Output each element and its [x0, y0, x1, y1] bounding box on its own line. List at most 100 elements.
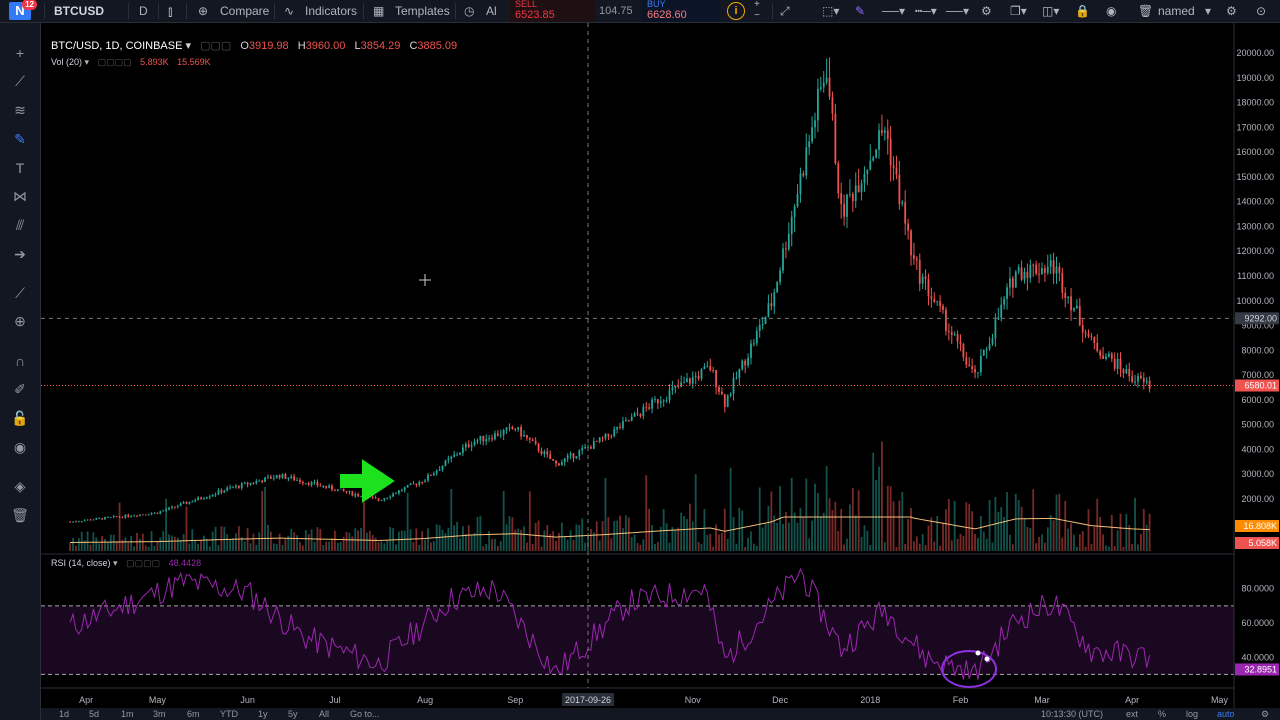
trash-icon[interactable]: 🗑	[11, 507, 29, 523]
select-area-icon[interactable]: ⬚▾	[822, 4, 840, 18]
trend-line-icon[interactable]: ⟋	[15, 73, 25, 89]
volume-bar	[514, 529, 517, 551]
time-tick-label: 2017-09-26	[565, 695, 611, 705]
candle	[232, 487, 234, 489]
ext-toggle[interactable]: ext	[1126, 709, 1139, 719]
legend-title[interactable]: BTC/USD, 1D, COINBASE	[51, 40, 183, 52]
info-icon[interactable]: i	[727, 2, 745, 20]
candle	[1122, 369, 1125, 374]
volume-bar	[118, 502, 121, 551]
chevron-down-icon[interactable]: ▾	[182, 40, 191, 52]
volume-bar	[307, 534, 310, 551]
candle	[648, 407, 651, 409]
alert-icon[interactable]: ◷	[464, 4, 475, 18]
settings-icon[interactable]: ⚙	[1261, 709, 1270, 719]
range-5d[interactable]: 5d	[89, 709, 100, 719]
clock[interactable]: 10:13:30 (UTC)	[1041, 709, 1104, 719]
range-ytd[interactable]: YTD	[220, 709, 238, 719]
price-tick-label: 12000.00	[1236, 246, 1274, 256]
settings-icon[interactable]: ⚙	[981, 4, 992, 18]
legend-tools-icon[interactable]: ▢▢▢	[200, 40, 232, 52]
layers-icon[interactable]: ◈	[14, 478, 26, 494]
interval-button[interactable]: D	[139, 4, 148, 18]
fullscreen-icon[interactable]: ⤢	[780, 4, 790, 18]
eye-icon[interactable]: ◉	[1106, 4, 1117, 18]
fib-icon[interactable]: ≋	[14, 102, 26, 118]
symbol-search[interactable]: BTCUSD	[54, 4, 104, 18]
candle	[994, 319, 997, 339]
chevron-down-icon[interactable]: ▾	[82, 57, 90, 67]
prediction-icon[interactable]: ⫻	[15, 217, 25, 233]
minus-icon[interactable]: −	[754, 10, 760, 21]
volume-bar	[1006, 492, 1008, 551]
chevron-down-icon[interactable]: ▾	[1205, 4, 1212, 18]
brush-icon[interactable]: ✎	[14, 131, 26, 147]
indicators-button[interactable]: Indicators	[305, 4, 358, 18]
rsi-title[interactable]: RSI (14, close)	[51, 558, 111, 568]
templates-icon[interactable]: ▦	[373, 4, 385, 18]
chevron-down-icon[interactable]: ▾	[110, 558, 118, 568]
candles-icon[interactable]: ⫾	[168, 3, 173, 19]
candle	[793, 206, 796, 217]
show-hide-icon[interactable]: ◉	[13, 439, 27, 455]
range-5y[interactable]: 5y	[288, 709, 298, 719]
zoom-icon[interactable]: ⊕	[14, 313, 26, 329]
app-logo[interactable]: N 12	[9, 0, 37, 20]
templates-button[interactable]: Templates	[395, 4, 450, 18]
trash-icon[interactable]: 🗑	[1138, 4, 1154, 18]
ruler-icon[interactable]: ⟋	[15, 285, 25, 301]
crosshair-icon[interactable]: +	[15, 45, 25, 61]
chart-area[interactable]: 2000.00 3000.00 4000.00 5000.00 6000.00 7000.…	[41, 23, 1280, 713]
legend-tools-icon[interactable]: ▢▢▢▢	[126, 558, 161, 568]
compare-button[interactable]: Compare	[220, 4, 270, 18]
range-6m[interactable]: 6m	[187, 709, 200, 719]
plus-icon[interactable]: +	[754, 0, 760, 10]
volume-title[interactable]: Vol (20)	[51, 57, 83, 67]
line-end-icon[interactable]: ──▾	[946, 4, 970, 18]
indicators-icon[interactable]: ∿	[284, 4, 295, 18]
text-icon[interactable]: T	[15, 160, 25, 176]
auto-toggle[interactable]: auto	[1217, 709, 1235, 719]
buy-button[interactable]: BUY 6628.60	[642, 0, 720, 22]
notification-badge[interactable]: 12	[22, 0, 37, 10]
camera-icon[interactable]: ⊙	[1256, 4, 1267, 18]
percent-toggle[interactable]: %	[1158, 709, 1167, 719]
volume-bar	[1102, 534, 1104, 551]
volume-bar	[1105, 545, 1107, 551]
volume-bar	[927, 525, 930, 551]
log-toggle[interactable]: log	[1186, 709, 1199, 719]
lock-drawings-icon[interactable]: 🔓	[11, 410, 29, 426]
volume-bar	[732, 516, 735, 551]
clone-icon[interactable]: ❐▾	[1010, 4, 1027, 18]
volume-bar	[889, 486, 892, 551]
layout-name[interactable]: named	[1158, 4, 1195, 18]
volume-bar	[572, 539, 575, 551]
legend-tools-icon[interactable]: ▢▢▢▢	[97, 57, 132, 67]
candle	[310, 482, 313, 485]
layers-icon[interactable]: ◫▾	[1042, 4, 1060, 18]
gear-icon[interactable]: ⚙	[1226, 4, 1237, 18]
pattern-icon[interactable]: ⋈	[13, 188, 27, 204]
price-chart[interactable]: 2000.00 3000.00 4000.00 5000.00 6000.00 7000.…	[41, 23, 1280, 708]
goto-button[interactable]: Go to...	[350, 709, 380, 719]
rsi-line	[69, 567, 1151, 680]
stay-drawing-icon[interactable]: ✐	[14, 381, 26, 397]
volume-bar	[296, 535, 298, 551]
arrow-icon[interactable]: ➔	[14, 246, 26, 262]
range-1d[interactable]: 1d	[59, 709, 70, 719]
candle	[171, 506, 173, 508]
line-style-icon[interactable]: ──▾	[882, 4, 906, 18]
volume-bar	[910, 507, 912, 551]
lock-icon[interactable]: 🔒	[1075, 4, 1090, 18]
range-1m[interactable]: 1m	[121, 709, 134, 719]
magnet-icon[interactable]: ∩	[14, 353, 26, 369]
sell-button[interactable]: SELL 6523.85	[510, 0, 595, 22]
volume-bar	[75, 545, 77, 551]
range-3m[interactable]: 3m	[153, 709, 166, 719]
alert-button[interactable]: Al	[486, 4, 497, 18]
compare-icon[interactable]: ⊕	[198, 4, 209, 18]
pen-icon[interactable]: ✎	[855, 4, 866, 18]
range-1y[interactable]: 1y	[258, 709, 268, 719]
line-width-icon[interactable]: ┅─▾	[915, 4, 937, 18]
range-all[interactable]: All	[319, 709, 330, 719]
